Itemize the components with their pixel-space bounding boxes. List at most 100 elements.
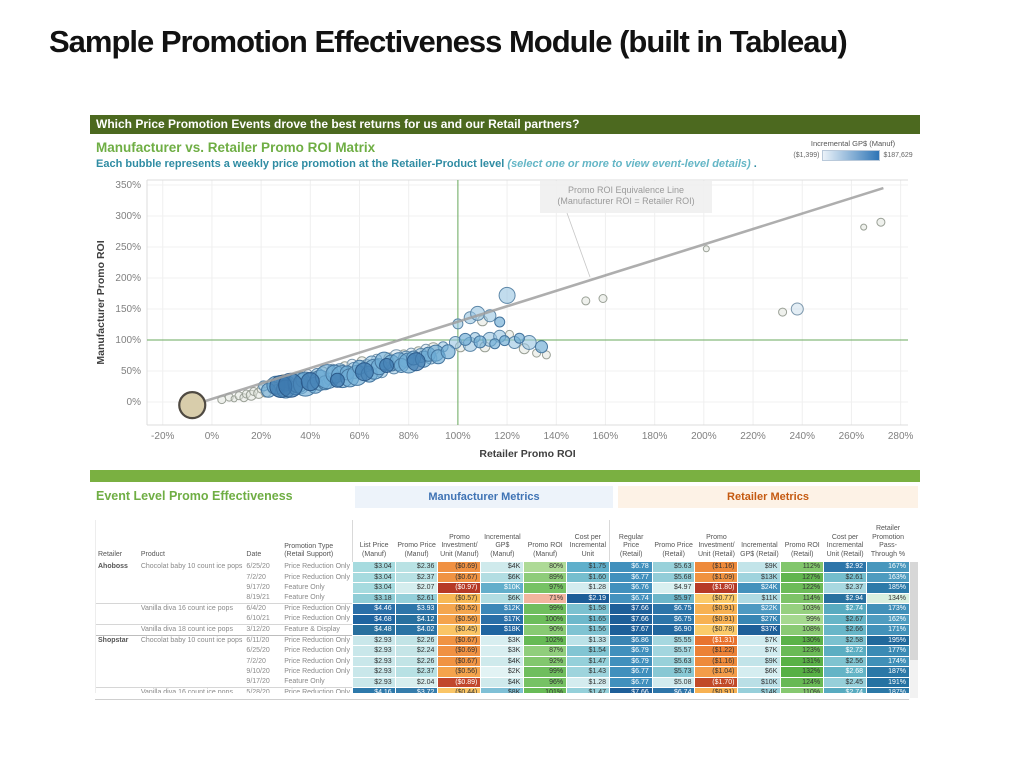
metric-cell[interactable]: $4.12	[394, 613, 439, 625]
table-row[interactable]: Vanilla diva 18 count ice pops 3/12/20 Fea…	[96, 624, 910, 636]
metric-cell[interactable]: $2.74	[823, 603, 868, 615]
metric-cell[interactable]: $9K	[737, 561, 782, 573]
metric-cell[interactable]: $1.47	[566, 655, 611, 667]
metric-cell[interactable]: 185%	[866, 582, 910, 594]
metric-cell[interactable]: $1.65	[566, 613, 611, 625]
metric-cell[interactable]: $2.93	[351, 666, 396, 678]
metric-cell[interactable]: $7.67	[609, 624, 653, 636]
metric-cell[interactable]: $2.94	[823, 592, 868, 604]
metric-cell[interactable]: 187%	[866, 666, 910, 678]
metric-cell[interactable]: ($0.69)	[437, 645, 482, 657]
metric-cell[interactable]: ($1.09)	[694, 571, 739, 583]
metric-cell[interactable]: $6K	[480, 592, 525, 604]
metric-cell[interactable]: $4.46	[351, 603, 396, 615]
metric-cell[interactable]: ($0.77)	[694, 592, 739, 604]
metric-cell[interactable]: $14K	[737, 687, 782, 693]
metric-cell[interactable]: $2.68	[823, 666, 868, 678]
metric-cell[interactable]: $2.67	[823, 613, 868, 625]
metric-cell[interactable]: $13K	[737, 571, 782, 583]
metric-cell[interactable]: ($0.67)	[437, 655, 482, 667]
metric-cell[interactable]: 167%	[866, 561, 910, 573]
promo-bubble[interactable]	[702, 245, 710, 253]
metric-cell[interactable]: ($0.45)	[437, 624, 482, 636]
promo-bubble[interactable]	[581, 296, 591, 306]
metric-cell[interactable]: 174%	[866, 655, 910, 667]
table-row[interactable]: Ahoboss Chocolat baby 10 count ice pops 6/…	[96, 561, 910, 573]
metric-cell[interactable]: $5.63	[651, 561, 696, 573]
metric-cell[interactable]: $2.93	[351, 655, 396, 667]
metric-cell[interactable]: $1.28	[566, 582, 611, 594]
table-row[interactable]: 6/25/20 Price Reduction Only $2.93 $2.24 ($0…	[96, 645, 910, 657]
promo-bubble[interactable]	[499, 335, 511, 347]
metric-cell[interactable]: 127%	[780, 571, 825, 583]
metric-cell[interactable]: ($1.16)	[694, 561, 739, 573]
metric-cell[interactable]: ($1.31)	[694, 634, 739, 646]
promo-bubble[interactable]	[329, 372, 345, 388]
promo-bubble[interactable]	[535, 340, 548, 354]
metric-cell[interactable]: $2.93	[351, 676, 396, 688]
promo-bubble[interactable]	[406, 352, 426, 372]
metric-cell[interactable]: $2.72	[823, 645, 868, 657]
promo-bubble[interactable]	[354, 362, 374, 382]
metric-cell[interactable]: ($0.56)	[437, 666, 482, 678]
metric-cell[interactable]: $1.75	[566, 561, 611, 573]
metric-cell[interactable]: $3.04	[351, 561, 396, 573]
metric-cell[interactable]: $2.07	[394, 582, 439, 594]
promo-bubble[interactable]	[458, 332, 472, 346]
metric-cell[interactable]: $2.36	[394, 561, 439, 573]
metric-cell[interactable]: ($0.69)	[437, 561, 482, 573]
metric-cell[interactable]: $6K	[737, 666, 782, 678]
table-row[interactable]: 9/17/20 Feature Only $3.04 $2.07 ($0.97) $10K…	[96, 582, 910, 594]
metric-cell[interactable]: $1.60	[566, 571, 611, 583]
metric-cell[interactable]: $6K	[480, 571, 525, 583]
metric-cell[interactable]: $10K	[737, 676, 782, 688]
metric-cell[interactable]: $2.93	[351, 645, 396, 657]
metric-cell[interactable]: 122%	[780, 582, 825, 594]
table-row[interactable]: 9/10/20 Price Reduction Only $2.93 $2.37 ($0…	[96, 666, 910, 678]
metric-cell[interactable]: ($1.70)	[694, 676, 739, 688]
metric-cell[interactable]: ($0.57)	[437, 592, 482, 604]
metric-cell[interactable]: $4.97	[651, 582, 696, 594]
metric-cell[interactable]: $1.56	[566, 624, 611, 636]
metric-cell[interactable]: 177%	[866, 645, 910, 657]
metric-cell[interactable]: ($0.91)	[694, 687, 739, 693]
promo-bubble[interactable]	[473, 335, 487, 349]
metric-cell[interactable]: $3K	[480, 634, 525, 646]
metric-cell[interactable]: $6.75	[651, 613, 696, 625]
metric-cell[interactable]: $5.55	[651, 634, 696, 646]
metric-cell[interactable]: $3.72	[394, 687, 439, 693]
metric-cell[interactable]: $18K	[480, 624, 525, 636]
metric-cell[interactable]: $6.78	[609, 561, 653, 573]
metric-cell[interactable]: $2.45	[823, 676, 868, 688]
metric-cell[interactable]: $6.75	[651, 603, 696, 615]
promo-bubble[interactable]	[860, 223, 868, 231]
color-legend-gradient[interactable]	[822, 150, 881, 161]
metric-cell[interactable]: 112%	[780, 561, 825, 573]
metric-cell[interactable]: $3K	[480, 645, 525, 657]
metric-cell[interactable]: 97%	[523, 582, 568, 594]
metric-cell[interactable]: 71%	[523, 592, 568, 604]
promo-bubble[interactable]	[494, 316, 506, 328]
metric-cell[interactable]: $4.68	[351, 613, 396, 625]
metric-cell[interactable]: $1.58	[566, 603, 611, 615]
metric-cell[interactable]: $4K	[480, 655, 525, 667]
metric-cell[interactable]: $2.19	[566, 592, 611, 604]
metric-cell[interactable]: $1.33	[566, 634, 611, 646]
metric-cell[interactable]: $1.43	[566, 666, 611, 678]
metric-cell[interactable]: 110%	[780, 687, 825, 693]
table-row[interactable]: Vanilla diva 16 count ice pops 5/28/20 Pri…	[96, 687, 910, 693]
metric-cell[interactable]: $5.68	[651, 571, 696, 583]
metric-cell[interactable]: $6.86	[609, 634, 653, 646]
metric-cell[interactable]: $24K	[737, 582, 782, 594]
metric-cell[interactable]: 101%	[523, 687, 568, 693]
table-row[interactable]: Vanilla diva 16 count ice pops 6/4/20 Pric…	[96, 603, 910, 615]
promo-bubble[interactable]	[300, 372, 320, 392]
promo-bubble[interactable]	[489, 338, 501, 350]
metric-cell[interactable]: $2.61	[823, 571, 868, 583]
metric-cell[interactable]: $5.57	[651, 645, 696, 657]
promo-bubble[interactable]	[876, 217, 886, 227]
metric-cell[interactable]: $2K	[480, 666, 525, 678]
metric-cell[interactable]: $1.47	[566, 687, 611, 693]
metric-cell[interactable]: ($0.91)	[694, 603, 739, 615]
metric-cell[interactable]: $5.63	[651, 655, 696, 667]
